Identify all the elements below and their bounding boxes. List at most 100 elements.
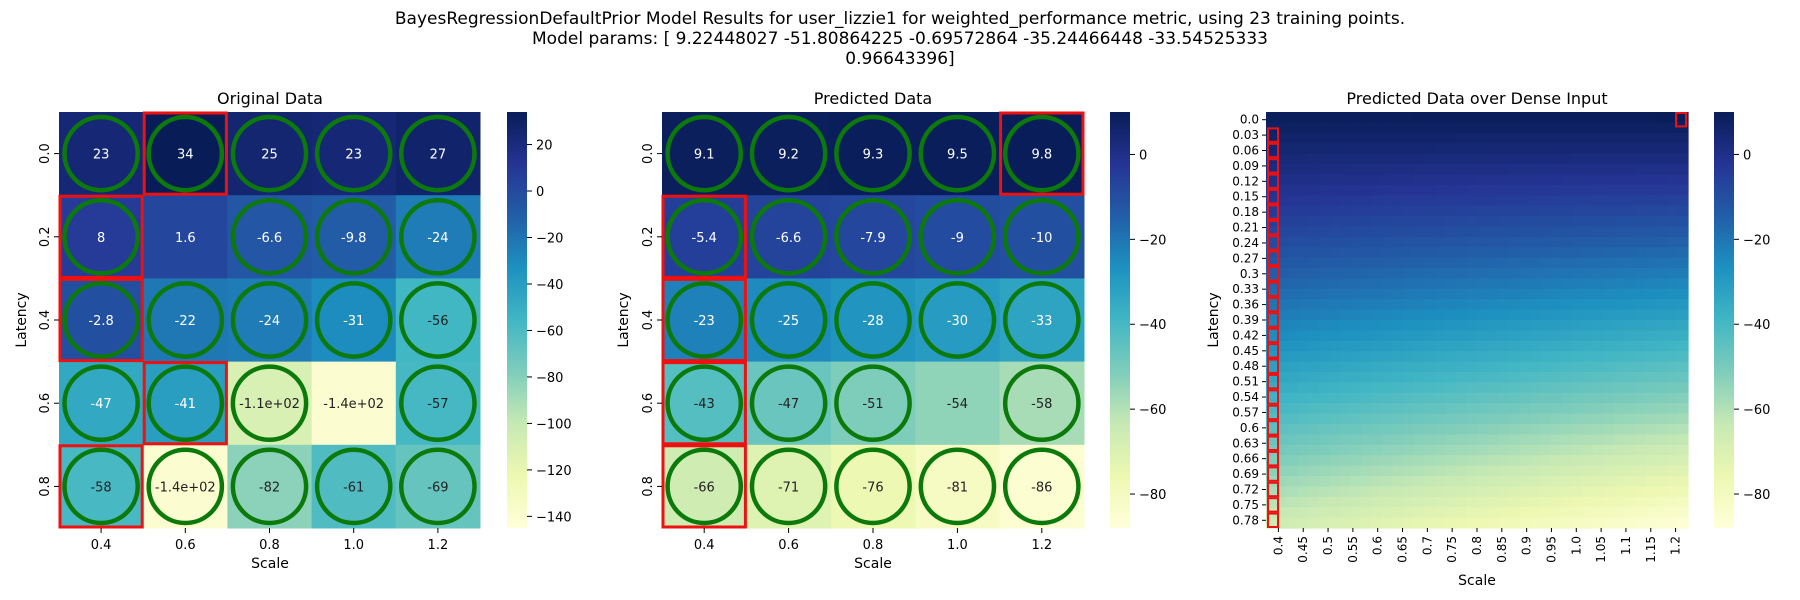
dense-cell: [1571, 351, 1584, 363]
heatmap-dense-marks: [1267, 112, 1687, 528]
dense-cell: [1550, 299, 1562, 311]
dense-cell: [1540, 236, 1552, 248]
dense-cell: [1519, 444, 1531, 456]
dense-cell: [1276, 309, 1288, 321]
dense-cell: [1455, 299, 1468, 311]
heatmap-cell: [59, 444, 144, 529]
dense-cell: [1635, 132, 1647, 144]
dense-cell: [1329, 361, 1341, 373]
dense-cell: [1519, 372, 1531, 383]
dense-cell: [1308, 403, 1320, 415]
training-point-circle: [314, 197, 393, 276]
dense-cell: [1666, 268, 1679, 279]
dense-cell: [1445, 340, 1457, 352]
dense-cell: [1508, 226, 1520, 238]
dense-cell: [1424, 413, 1436, 425]
y-tick-label: 0.54: [1232, 390, 1259, 404]
dense-cell: [1666, 143, 1679, 155]
dense-cell: [1392, 517, 1404, 529]
dense-cell: [1519, 278, 1531, 290]
dense-cell: [1466, 278, 1478, 290]
dense-cell: [1635, 278, 1647, 290]
dense-cell: [1329, 164, 1341, 175]
dense-cell: [1350, 476, 1362, 487]
dense-cell: [1424, 517, 1436, 529]
dense-cell: [1413, 330, 1425, 342]
dense-cell: [1403, 288, 1415, 300]
dense-cell: [1287, 143, 1299, 155]
dense-cell: [1550, 382, 1562, 394]
highlighted-dense-row-marker: [1267, 497, 1279, 513]
dense-cell: [1287, 424, 1299, 435]
dense-cell: [1603, 299, 1615, 311]
training-point-circle: [399, 197, 477, 276]
dense-cell: [1645, 247, 1657, 259]
dense-cell: [1593, 424, 1605, 435]
colorbar-predicted: [1110, 112, 1130, 528]
dense-cell: [1382, 424, 1394, 435]
y-tick-label: 0.39: [1232, 313, 1259, 327]
dense-cell: [1582, 268, 1594, 279]
dense-cell: [1297, 517, 1309, 529]
dense-cell: [1540, 403, 1552, 415]
dense-cell: [1645, 174, 1657, 186]
colorbar-tick-label: −60: [1139, 403, 1166, 418]
dense-cell: [1614, 247, 1626, 259]
y-tick-label: 0.36: [1232, 298, 1259, 312]
dense-cell: [1635, 164, 1647, 175]
x-tick-label: 1.0: [947, 538, 968, 553]
dense-cell: [1266, 164, 1278, 175]
dense-cell: [1603, 216, 1615, 227]
dense-cell: [1350, 174, 1362, 186]
dense-cell: [1571, 340, 1584, 352]
highlighted-dense-row-marker: [1267, 235, 1279, 251]
dense-cell: [1382, 247, 1394, 259]
dense-cell: [1614, 444, 1626, 456]
dense-cell: [1318, 184, 1330, 196]
dense-cell: [1614, 517, 1626, 529]
dense-cell: [1603, 496, 1615, 508]
training-point-circle: [918, 447, 997, 526]
dense-cell: [1360, 164, 1373, 175]
heatmap-cell: [915, 195, 1001, 279]
dense-cell: [1540, 143, 1552, 155]
dense-cell: [1382, 205, 1394, 217]
dense-cell: [1529, 122, 1541, 134]
dense-cell: [1477, 226, 1489, 238]
dense-cell: [1413, 216, 1425, 227]
dense-cell: [1582, 247, 1594, 259]
x-tick-label: 0.9: [1520, 536, 1534, 555]
dense-cell: [1529, 444, 1541, 456]
training-point-circle: [834, 281, 912, 359]
dense-cell: [1666, 164, 1679, 175]
dense-cell: [1466, 320, 1478, 331]
dense-cell: [1455, 184, 1468, 196]
dense-cell: [1487, 517, 1499, 529]
dense-cell: [1582, 340, 1594, 352]
training-point-circle: [62, 197, 140, 276]
dense-cell: [1297, 507, 1309, 519]
dense-cell: [1392, 382, 1404, 394]
dense-cell: [1445, 434, 1457, 446]
dense-cell: [1593, 340, 1605, 352]
dense-cell: [1276, 226, 1288, 238]
dense-cell: [1477, 320, 1489, 331]
dense-cell: [1498, 320, 1510, 331]
x-tick-label: 1.15: [1644, 536, 1658, 563]
dense-cell: [1603, 486, 1615, 498]
dense-cell: [1603, 278, 1615, 290]
dense-cell: [1424, 455, 1436, 467]
dense-cell: [1666, 372, 1679, 383]
dense-cell: [1508, 288, 1520, 300]
highlighted-dense-row-marker: [1267, 127, 1279, 143]
dense-cell: [1677, 351, 1689, 363]
dense-cell: [1392, 143, 1404, 155]
dense-cell: [1519, 517, 1531, 529]
dense-cell: [1371, 330, 1383, 342]
dense-cell: [1582, 507, 1594, 519]
dense-cell: [1434, 268, 1446, 279]
dense-cell: [1434, 288, 1446, 300]
dense-cell: [1508, 507, 1520, 519]
dense-cell: [1392, 413, 1404, 425]
dense-cell: [1529, 309, 1541, 321]
